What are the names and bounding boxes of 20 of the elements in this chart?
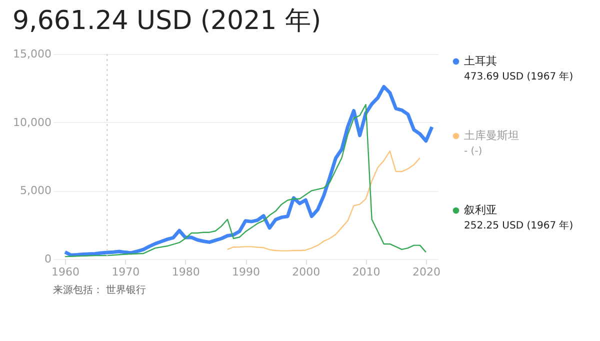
text: 473.69 USD (1967 年) xyxy=(464,70,574,82)
x-tick-label: 2020 xyxy=(412,266,440,278)
y-tick-label: 5,000 xyxy=(20,184,52,198)
x-tick-label: 1970 xyxy=(112,266,140,278)
x-tick-label: 1960 xyxy=(52,266,80,278)
text: - (-) xyxy=(464,146,482,157)
x-tick-label: 1980 xyxy=(172,266,200,278)
line-series xyxy=(226,150,421,252)
y-tick-label: 15,000 xyxy=(13,48,52,60)
x-tick-label: 1990 xyxy=(232,266,260,278)
legend-label: 叙利亚 xyxy=(464,204,497,217)
y-tick-label: 0 xyxy=(44,252,52,266)
legend-label: 土耳其 xyxy=(464,54,497,68)
chart-title: 9,661.24 USD (2021 年) xyxy=(12,6,322,36)
legend-label: 土库曼斯坦 xyxy=(464,129,519,142)
text: 252.25 USD (1967 年) xyxy=(464,220,574,232)
x-tick-label: 2010 xyxy=(352,266,380,278)
text: 来源包括： 世界银行 xyxy=(53,284,146,296)
y-tick-label: 10,000 xyxy=(13,116,52,129)
x-tick-label: 2000 xyxy=(292,266,320,278)
